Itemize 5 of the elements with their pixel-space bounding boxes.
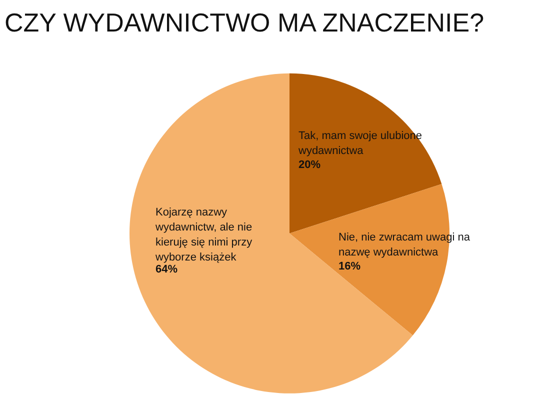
data-label: 20% xyxy=(298,158,321,171)
slice-label: Kojarzę nazwy wydawnictw, ale nie kieruję się nimi przy wyborze książek xyxy=(154,206,253,264)
chart-title: CZY WYDAWNICTWO MA ZNACZENIE? xyxy=(4,8,484,38)
data-label: 16% xyxy=(338,260,361,272)
data-label: 64% xyxy=(156,263,178,276)
